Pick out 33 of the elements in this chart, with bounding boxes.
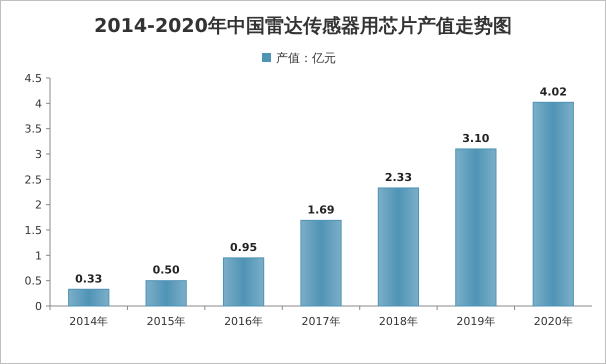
y-tick-label: 2 [35,198,42,212]
x-tick-label: 2015年 [146,315,186,328]
bar [222,257,264,306]
x-tick-label: 2018年 [378,315,418,328]
x-tick-label: 2017年 [302,315,340,328]
bar [378,187,420,306]
legend-label: 产值：亿元 [276,51,336,65]
bar [68,288,110,306]
y-tick-label: 3 [35,148,42,161]
y-tick-label: 4 [35,97,42,110]
x-tick-label: 2020年 [534,315,573,328]
data-label: 4.02 [540,85,567,98]
data-label: 0.95 [230,240,258,254]
data-label: 3.10 [462,132,490,145]
x-tick-label: 2014年 [69,315,108,328]
x-tick-label: 2016年 [224,315,264,328]
y-tick-label: 3.5 [24,122,42,136]
y-tick-label: 1.5 [24,224,42,237]
data-label: 0.33 [75,272,102,286]
bar [532,102,574,306]
y-tick-label: 0 [35,300,42,313]
x-tick-label: 2019年 [456,315,496,328]
bar [455,148,496,306]
bar [300,220,342,306]
data-label: 2.33 [384,170,412,184]
data-label: 0.50 [152,264,180,277]
y-tick-label: 4.5 [24,72,42,85]
y-tick-label: 0.5 [24,274,42,288]
bar [146,280,187,306]
y-tick-label: 1 [35,249,42,262]
y-tick-label: 2.5 [24,173,42,186]
data-label: 1.69 [307,203,335,216]
chart-title: 2014-2020年中国雷达传感器用芯片产值走势图 [94,15,512,37]
